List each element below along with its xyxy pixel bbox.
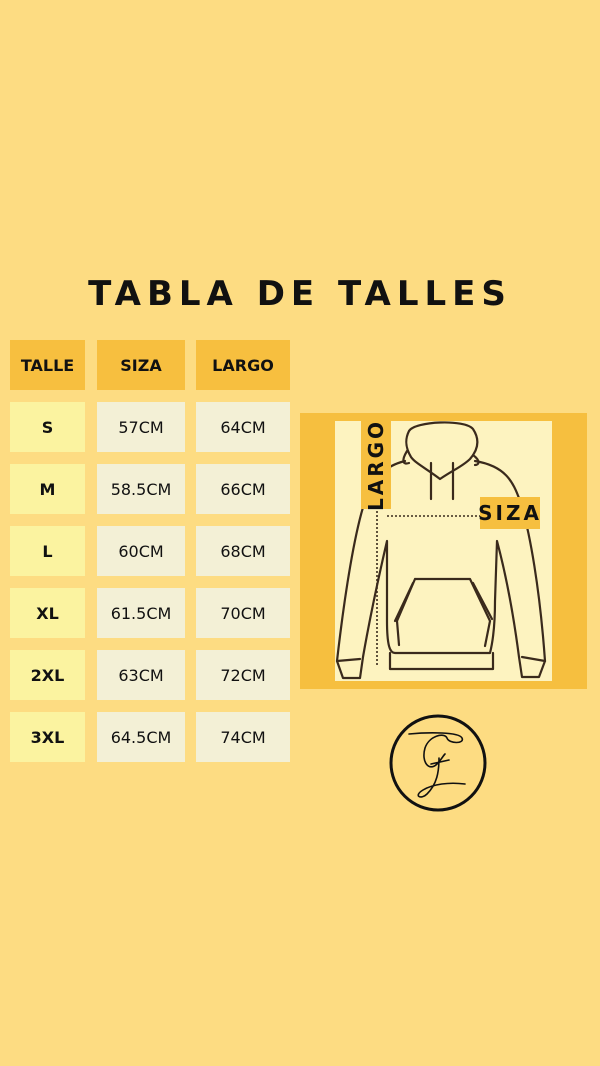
measure-cell: 58.5CM <box>97 464 185 514</box>
measure-cell: 70CM <box>196 588 290 638</box>
hoodie-diagram: LARGO SIZA <box>335 418 552 681</box>
column-header-siza: SIZA <box>97 340 185 390</box>
size-cell: M <box>10 464 85 514</box>
size-cell: 3XL <box>10 712 85 762</box>
measure-cell: 60CM <box>97 526 185 576</box>
measure-cell: 68CM <box>196 526 290 576</box>
brand-logo <box>389 714 487 812</box>
largo-label: LARGO <box>361 418 391 512</box>
size-cell: S <box>10 402 85 452</box>
measure-cell: 74CM <box>196 712 290 762</box>
measure-cell: 61.5CM <box>97 588 185 638</box>
column-header-largo: LARGO <box>196 340 290 390</box>
page-title: TABLA DE TALLES <box>88 274 512 314</box>
measure-cell: 63CM <box>97 650 185 700</box>
measure-cell: 64.5CM <box>97 712 185 762</box>
measure-cell: 66CM <box>196 464 290 514</box>
column-header-talle: TALLE <box>10 340 85 390</box>
siza-label: SIZA <box>478 497 540 529</box>
size-cell: XL <box>10 588 85 638</box>
size-cell: 2XL <box>10 650 85 700</box>
measure-cell: 72CM <box>196 650 290 700</box>
hoodie-illustration <box>335 421 547 680</box>
measure-cell: 57CM <box>97 402 185 452</box>
hoodie-diagram-panel: LARGO SIZA <box>300 413 587 689</box>
measure-cell: 64CM <box>196 402 290 452</box>
largo-label-text: LARGO <box>364 418 389 512</box>
size-cell: L <box>10 526 85 576</box>
